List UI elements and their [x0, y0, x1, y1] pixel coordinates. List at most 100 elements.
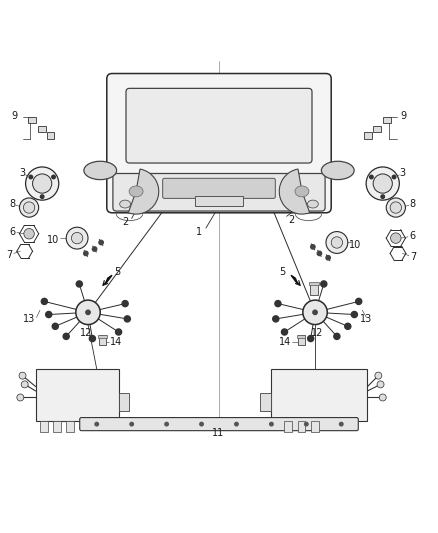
Circle shape [370, 175, 373, 179]
FancyBboxPatch shape [107, 74, 331, 213]
Text: 6: 6 [410, 231, 416, 241]
Bar [297, 335, 304, 345]
Circle shape [304, 422, 308, 426]
Text: 2: 2 [288, 215, 294, 225]
Circle shape [165, 422, 168, 426]
Circle shape [99, 240, 103, 245]
Circle shape [200, 422, 203, 426]
Circle shape [29, 175, 32, 179]
Polygon shape [106, 275, 112, 284]
Bar [166, 146, 219, 157]
Ellipse shape [209, 101, 229, 109]
Text: 12: 12 [80, 328, 92, 338]
Circle shape [373, 174, 392, 193]
Text: 8: 8 [10, 199, 15, 209]
Bar [383, 117, 391, 123]
Text: 10: 10 [47, 235, 59, 245]
Bar [373, 126, 381, 132]
Circle shape [235, 422, 238, 426]
FancyBboxPatch shape [162, 179, 276, 198]
FancyBboxPatch shape [126, 88, 312, 163]
Text: 1: 1 [196, 228, 202, 237]
Text: 11: 11 [212, 429, 224, 438]
Circle shape [379, 394, 386, 401]
Circle shape [321, 281, 327, 287]
Bar [119, 393, 130, 410]
Bar [272, 369, 367, 422]
Circle shape [386, 198, 406, 217]
Circle shape [392, 175, 396, 179]
Circle shape [95, 422, 99, 426]
Text: 10: 10 [349, 240, 361, 249]
Text: 14: 14 [279, 337, 291, 347]
Ellipse shape [295, 186, 309, 197]
Text: 13: 13 [360, 314, 373, 324]
Bar [311, 422, 318, 432]
Circle shape [52, 175, 55, 179]
Bar [297, 422, 305, 432]
Circle shape [351, 311, 357, 318]
Text: 6: 6 [10, 227, 15, 237]
Ellipse shape [307, 200, 318, 208]
Bar [364, 133, 372, 139]
Circle shape [116, 329, 122, 335]
Circle shape [86, 310, 90, 314]
Circle shape [366, 167, 399, 200]
Circle shape [313, 310, 317, 314]
Circle shape [130, 422, 134, 426]
Circle shape [124, 316, 131, 322]
Bar [28, 117, 35, 123]
Bar [66, 422, 74, 432]
Circle shape [92, 247, 97, 251]
Bar [38, 126, 46, 132]
Circle shape [84, 251, 88, 256]
Bar [297, 335, 305, 338]
Circle shape [307, 335, 314, 342]
Text: 7: 7 [410, 252, 417, 262]
Circle shape [122, 301, 128, 306]
Circle shape [52, 323, 58, 329]
Bar [98, 335, 107, 338]
Circle shape [76, 300, 100, 325]
Ellipse shape [321, 161, 354, 180]
Circle shape [270, 422, 273, 426]
Circle shape [331, 237, 343, 248]
Circle shape [334, 333, 340, 340]
Text: 13: 13 [23, 314, 35, 324]
Circle shape [41, 298, 47, 304]
Wedge shape [128, 169, 159, 214]
Bar [285, 422, 292, 432]
Circle shape [391, 233, 401, 244]
Circle shape [23, 202, 35, 213]
Bar [310, 284, 318, 295]
Circle shape [63, 333, 69, 340]
Bar [261, 393, 272, 410]
Ellipse shape [84, 161, 117, 180]
Circle shape [311, 245, 315, 249]
Ellipse shape [129, 186, 143, 197]
Text: 3: 3 [19, 168, 25, 177]
Circle shape [317, 251, 321, 256]
Circle shape [273, 316, 279, 322]
Text: 5: 5 [279, 267, 286, 277]
Circle shape [25, 167, 59, 200]
Wedge shape [279, 169, 310, 214]
Circle shape [377, 381, 384, 388]
Text: 2: 2 [122, 216, 128, 227]
Circle shape [46, 311, 52, 318]
Circle shape [32, 174, 52, 193]
Circle shape [345, 323, 351, 329]
Circle shape [275, 301, 281, 306]
FancyBboxPatch shape [80, 417, 358, 431]
Circle shape [24, 229, 34, 239]
Text: 7: 7 [6, 250, 13, 260]
Circle shape [282, 329, 288, 335]
Circle shape [76, 281, 82, 287]
Text: 8: 8 [410, 199, 416, 209]
Polygon shape [291, 275, 297, 284]
Text: 14: 14 [110, 337, 122, 347]
Bar [46, 133, 54, 139]
Circle shape [356, 298, 362, 304]
Circle shape [375, 372, 382, 379]
Circle shape [40, 195, 44, 198]
